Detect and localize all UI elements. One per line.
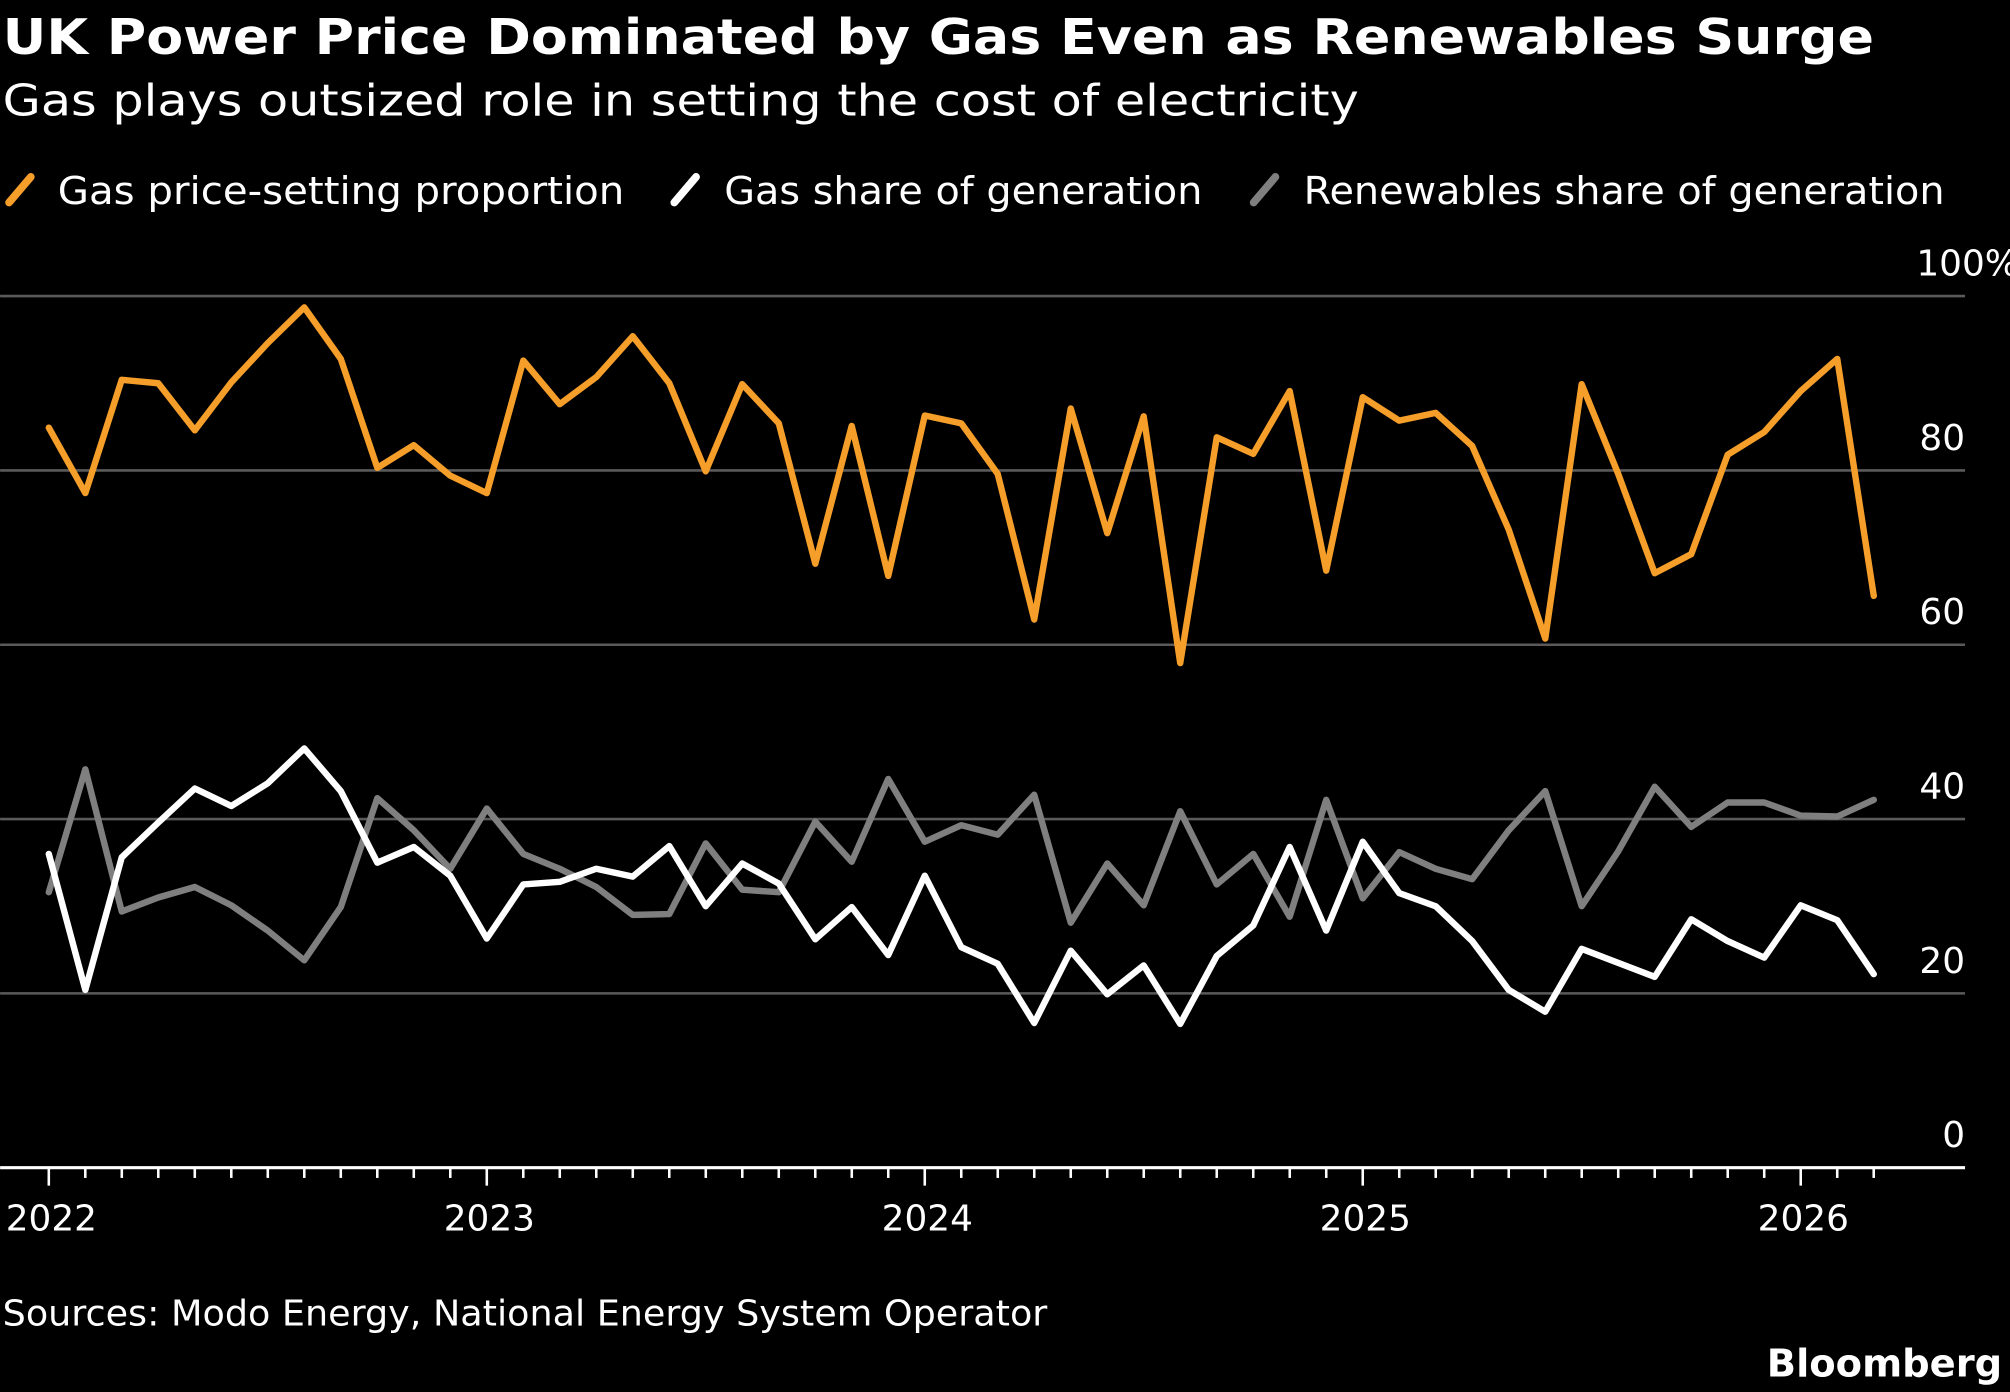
x-tick-label: 2022 [6,1198,97,1239]
legend-label-gas-price-setting: Gas price-setting proportion [58,169,625,214]
gridlines [0,294,1966,995]
source-note: Sources: Modo Energy, National Energy Sy… [3,1293,1048,1334]
x-tick-label: 2025 [1320,1198,1411,1239]
bloomberg-logo: Bloomberg [1767,1342,2002,1387]
y-tick-label: 60 [1919,592,1965,633]
legend-label-renewables-share: Renewables share of generation [1304,169,1945,214]
legend-label-gas-share: Gas share of generation [724,169,1202,214]
y-tick-label: 20 [1919,941,1965,982]
chart-subtitle: Gas plays outsized role in setting the c… [3,76,1359,126]
legend-swatch-gas-share [670,173,700,207]
y-tick-label: 100% [1916,244,2010,285]
x-tick-label: 2024 [882,1198,973,1239]
y-tick-label: 80 [1919,418,1965,459]
y-tick-label: 0 [1942,1115,1965,1156]
series-line-gas-share-of-generation [45,745,1877,1028]
x-axis: 2022 2023 2024 2025 2026 [0,1166,1966,1239]
series-line-gas-price-setting-proportion [45,304,1877,667]
legend: Gas price-setting proportion Gas share o… [5,169,1945,214]
series-lines [45,304,1877,1028]
y-axis: 0 20 40 60 80 100% [1916,244,2010,1157]
y-tick-label: 40 [1919,767,1965,808]
series-line-renewables-share-of-generation [45,766,1877,964]
chart-title: UK Power Price Dominated by Gas Even as … [3,10,1874,66]
x-tick-label: 2023 [444,1198,535,1239]
legend-swatch-renewables-share [1249,173,1280,207]
legend-swatch-gas-price-setting [5,173,35,207]
x-tick-label: 2026 [1758,1198,1849,1239]
